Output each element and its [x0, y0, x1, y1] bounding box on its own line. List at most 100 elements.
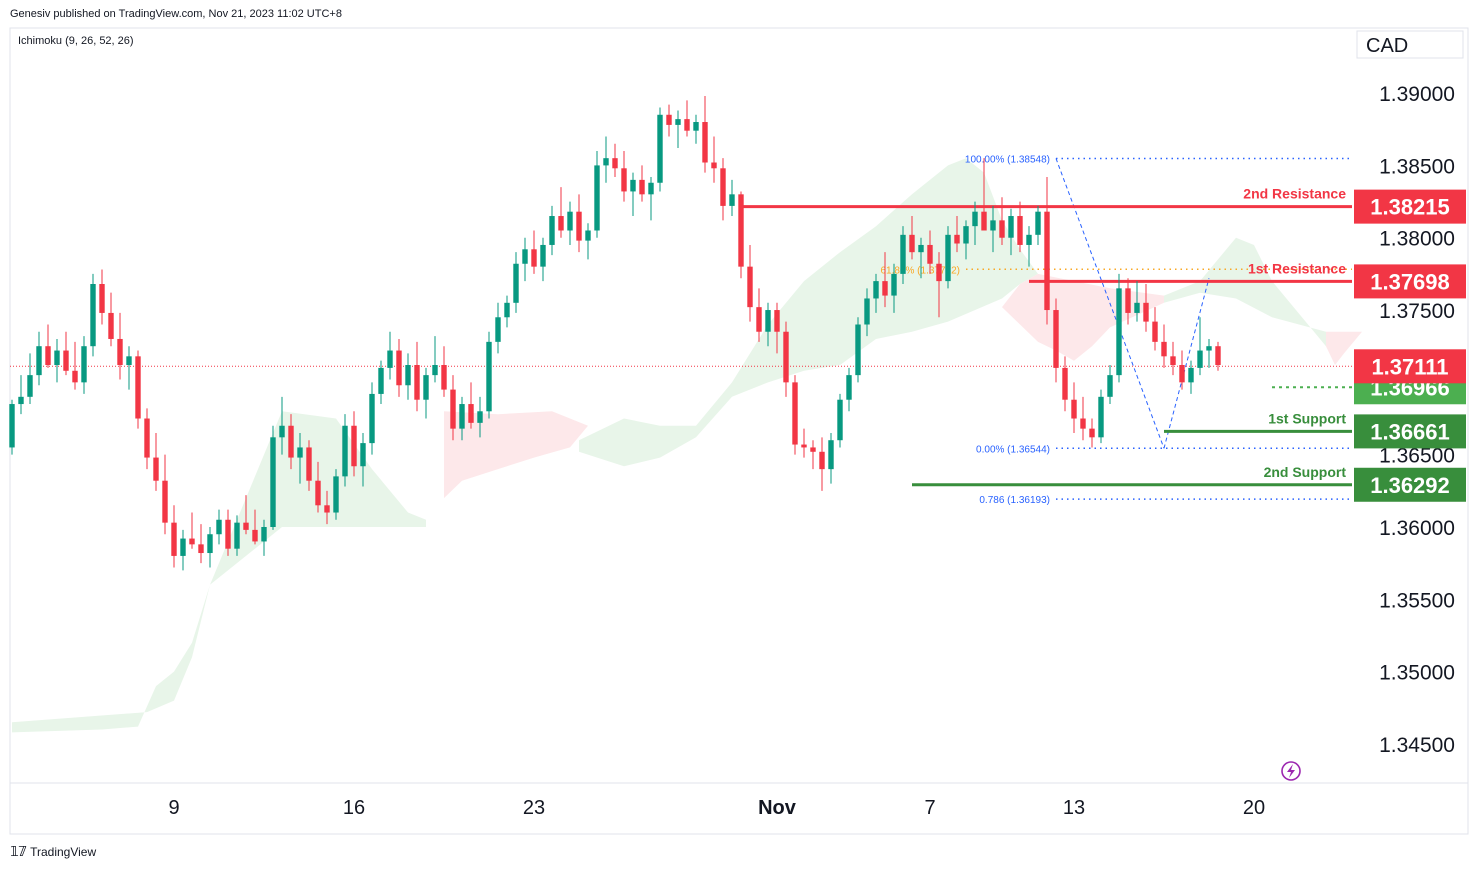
candle-body: [720, 168, 726, 206]
ichimoku-cloud: [12, 158, 1362, 733]
price-tick-label: 1.39000: [1379, 83, 1455, 106]
candle-body: [909, 234, 915, 253]
candle-body: [891, 273, 897, 296]
price-tick-label: 1.38500: [1379, 155, 1455, 178]
lightning-icon[interactable]: [1281, 761, 1301, 781]
candle-body: [252, 529, 258, 542]
indicator-label[interactable]: Ichimoku (9, 26, 52, 26): [18, 35, 134, 47]
price-axis[interactable]: 1.39000 1.38500 1.38000 1.37500 1.36500 1.360…: [1379, 83, 1455, 757]
candle-body: [36, 346, 42, 376]
candle-body: [207, 534, 213, 554]
candle-body: [531, 249, 537, 267]
time-tick-label: 7: [924, 797, 935, 819]
candle-body: [225, 519, 231, 549]
fib-level-label: 100.00% (1.38548): [965, 154, 1050, 165]
candle-body: [1098, 396, 1104, 438]
candle-body: [774, 310, 780, 332]
candle-body: [522, 249, 528, 264]
candle-body: [108, 312, 114, 339]
candle-body: [450, 389, 456, 429]
level-price-text: 1.36292: [1370, 473, 1450, 498]
candle-body: [1206, 346, 1212, 351]
candle-body: [945, 234, 951, 282]
last-price-tag: [1354, 349, 1466, 384]
last-price-text: 1.37111: [1371, 354, 1448, 379]
candle-body: [153, 457, 159, 481]
candle-body: [702, 122, 708, 163]
candle-body: [351, 425, 357, 467]
candle-body: [801, 444, 807, 448]
candle-body: [810, 447, 816, 452]
candle-body: [1143, 302, 1149, 322]
candle-body: [99, 284, 105, 313]
candle-body: [1026, 234, 1032, 245]
level-price-text: 1.36661: [1370, 419, 1450, 444]
candle-body: [486, 341, 492, 412]
price-tick-label: 1.37500: [1379, 300, 1455, 323]
publisher-header: Genesiv published on TradingView.com, No…: [10, 8, 342, 20]
candle-body: [288, 425, 294, 458]
candle-body: [1080, 418, 1086, 429]
candle-body: [432, 365, 438, 376]
candle-body: [963, 226, 969, 244]
fib-level-label: 0.786 (1.36193): [979, 495, 1050, 506]
candle-body: [135, 356, 141, 419]
candle-body: [846, 375, 852, 400]
candle-body: [621, 168, 627, 192]
candle-body: [873, 281, 879, 299]
candle-body: [18, 396, 24, 405]
candle-body: [1062, 367, 1068, 400]
price-tick-label: 1.35500: [1379, 589, 1455, 612]
candle-body: [387, 350, 393, 368]
price-tick-label: 1.38000: [1379, 228, 1455, 251]
fib-trend-line: [1163, 278, 1210, 449]
cloud-bear-0: [444, 411, 588, 499]
candle-body: [603, 158, 609, 166]
candle-body: [711, 162, 717, 169]
candle-body: [234, 522, 240, 549]
candle-body: [1044, 211, 1050, 311]
candle-body: [342, 425, 348, 477]
candle-body: [171, 522, 177, 556]
currency-box[interactable]: [1356, 30, 1464, 59]
candle-body: [144, 418, 150, 458]
candle-body: [1179, 365, 1185, 383]
time-tick-label: 9: [168, 797, 179, 819]
level-price-tag: [1354, 414, 1466, 449]
candle-body: [954, 234, 960, 244]
price-tick-label: 1.34500: [1379, 734, 1455, 757]
candle-body: [1188, 367, 1194, 383]
candle-body: [405, 365, 411, 386]
candle-body: [1008, 216, 1014, 238]
candle-body: [1071, 399, 1077, 419]
candle-body: [981, 211, 987, 231]
candle-body: [162, 480, 168, 523]
candle-body: [918, 244, 924, 253]
candle-body: [45, 346, 51, 366]
currency-label: CAD: [1366, 35, 1408, 57]
candle-body: [657, 114, 663, 183]
price-tick-label: 1.36000: [1379, 517, 1455, 540]
candle-body: [1107, 375, 1113, 397]
cloud-bull-1: [579, 158, 1038, 467]
time-axis[interactable]: 9 16 23 Nov 7 13 20: [168, 797, 1265, 819]
candle-body: [549, 216, 555, 245]
level-price-text: 1.37698: [1370, 269, 1450, 294]
candle-body: [90, 284, 96, 347]
candle-body: [990, 220, 996, 231]
time-tick-label: 16: [343, 797, 365, 819]
candle-body: [765, 310, 771, 332]
level-name: 2nd Resistance: [1243, 186, 1346, 202]
cloud-bear-1: [1002, 273, 1164, 361]
candle-body: [360, 443, 366, 467]
candle-body: [117, 338, 123, 366]
candle-body: [882, 281, 888, 296]
candle-body: [1152, 321, 1158, 342]
candle-body: [279, 425, 285, 438]
candle-body: [495, 317, 501, 342]
level-name: 1st Resistance: [1248, 260, 1346, 276]
candle-body: [369, 393, 375, 444]
candle-body: [306, 447, 312, 481]
candle-body: [1035, 211, 1041, 235]
